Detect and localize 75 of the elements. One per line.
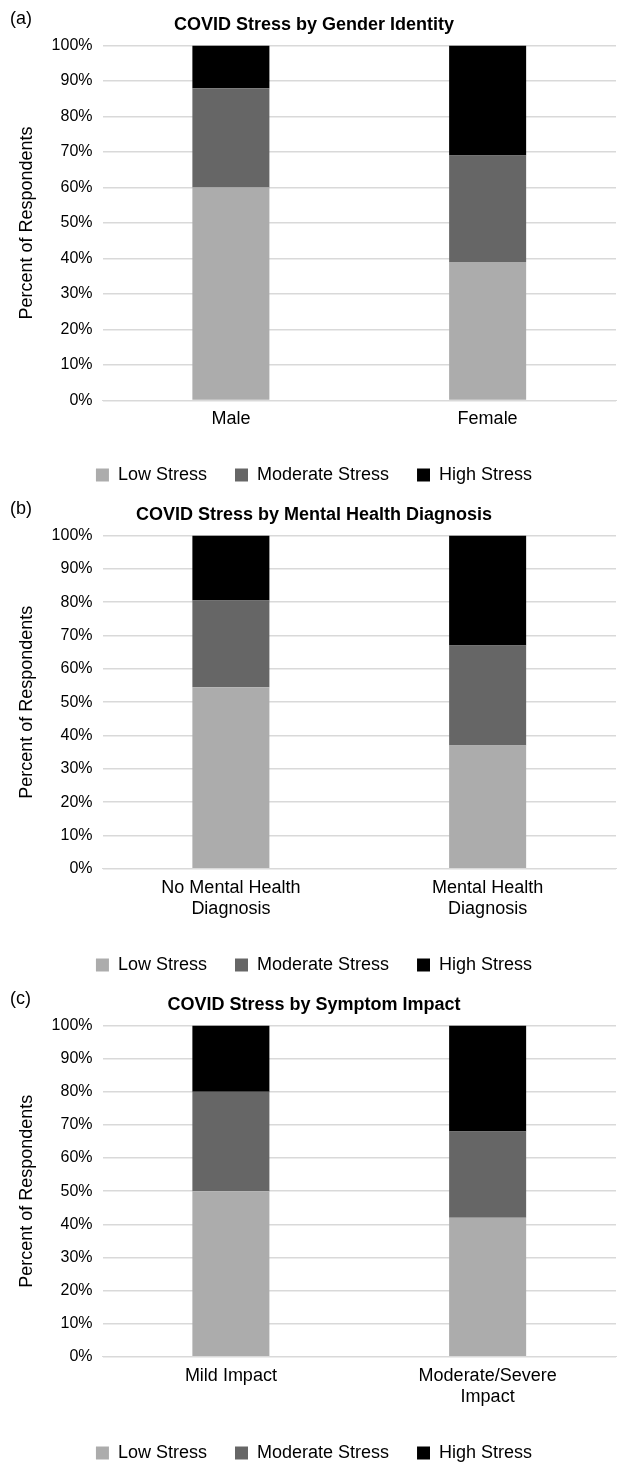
y-tick-label: 0% [69, 859, 93, 877]
y-tick-label: 10% [60, 825, 93, 843]
legend-label: Low Stress [117, 463, 207, 484]
bar [449, 1131, 527, 1218]
y-tick-label: 50% [60, 213, 93, 231]
y-tick-label: 40% [60, 248, 93, 266]
y-tick-label: 20% [60, 1280, 93, 1298]
bar [192, 88, 270, 188]
y-tick-label: 30% [60, 284, 93, 302]
y-tick-label: 20% [60, 319, 93, 337]
text: (c) [10, 987, 31, 1008]
x-tick-label: Female [457, 408, 518, 429]
legend-label: Moderate Stress [256, 463, 390, 484]
y-tick-label: 0% [69, 1347, 93, 1365]
y-tick-label: 60% [60, 659, 93, 677]
bar [192, 1025, 270, 1092]
bar [449, 45, 527, 156]
bar [449, 1217, 527, 1357]
y-tick-label: 90% [60, 1049, 93, 1067]
x-tick-label: Male [211, 408, 251, 429]
y-tick-label: 30% [60, 759, 93, 777]
y-tick-label: 100% [51, 1016, 93, 1034]
x-tick-label: Mental Health Diagnosis [432, 876, 544, 919]
y-axis-title: Percent of Respondents [15, 1094, 36, 1288]
bar [449, 1025, 527, 1132]
chart-title: COVID Stress by Gender Identity [173, 13, 455, 34]
y-tick-label: 50% [60, 692, 93, 710]
legend-label: Moderate Stress [256, 1441, 390, 1462]
legend-label: Moderate Stress [256, 953, 390, 974]
y-tick-label: 40% [60, 725, 93, 743]
y-tick-label: 30% [60, 1247, 93, 1265]
legend-label: High Stress [439, 1441, 533, 1462]
bar [192, 687, 270, 869]
bar [192, 600, 270, 688]
y-axis-title: Percent of Respondents [15, 605, 36, 799]
y-tick-label: 70% [60, 625, 93, 643]
y-tick-label: 80% [60, 592, 93, 610]
bar [192, 187, 270, 400]
y-axis-title: Percent of Respondents [15, 126, 36, 320]
x-tick-label: No Mental Health Diagnosis [161, 876, 301, 919]
y-tick-label: 100% [51, 526, 93, 544]
y-tick-label: 100% [51, 36, 93, 54]
y-tick-label: 0% [69, 390, 93, 408]
y-tick-label: 70% [60, 142, 93, 160]
bar [449, 262, 527, 400]
bar [192, 1191, 270, 1357]
text: (a) [10, 7, 32, 28]
legend-label: Low Stress [117, 953, 207, 974]
y-tick-label: 40% [60, 1214, 93, 1232]
legend-label: High Stress [439, 953, 533, 974]
y-tick-label: 60% [60, 177, 93, 195]
y-tick-label: 80% [60, 106, 93, 124]
text: (b) [10, 497, 32, 518]
y-tick-label: 50% [60, 1181, 93, 1199]
bar [449, 155, 527, 263]
legend-label: Low Stress [117, 1441, 207, 1462]
x-tick-label: Mild Impact [184, 1364, 277, 1385]
bar [449, 535, 527, 646]
y-tick-label: 60% [60, 1148, 93, 1166]
y-tick-label: 80% [60, 1082, 93, 1100]
y-tick-label: 90% [60, 559, 93, 577]
bar [192, 45, 270, 89]
y-tick-label: 90% [60, 71, 93, 89]
chart-title: COVID Stress by Symptom Impact [167, 993, 461, 1014]
legend-label: High Stress [439, 463, 533, 484]
bar [192, 1091, 270, 1192]
bar [449, 745, 527, 869]
y-tick-label: 10% [60, 355, 93, 373]
bar [192, 535, 270, 601]
y-tick-label: 70% [60, 1115, 93, 1133]
x-tick-label: Moderate/Severe Impact [418, 1364, 557, 1407]
y-tick-label: 10% [60, 1314, 93, 1332]
y-tick-label: 20% [60, 792, 93, 810]
bar [449, 645, 527, 746]
chart-title: COVID Stress by Mental Health Diagnosis [135, 503, 493, 524]
